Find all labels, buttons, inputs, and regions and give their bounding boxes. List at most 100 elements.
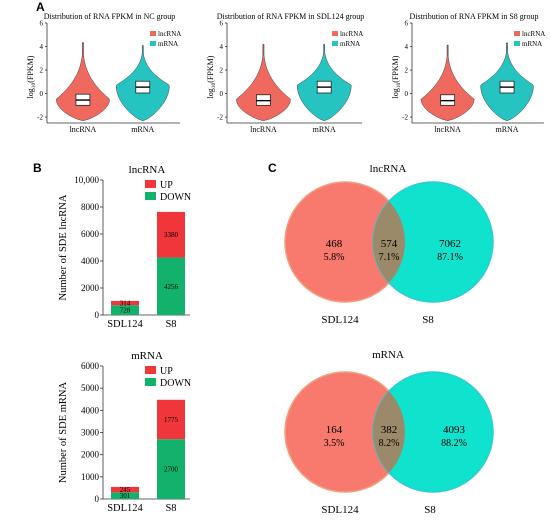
legend-label-down: DOWN [160,192,191,203]
x-tick-label: lncRNA [70,125,97,134]
legend-label: lncRNA [522,30,545,38]
legend-swatch [514,31,520,36]
violin-chart-nc: Distribution of RNA FPKM in NC group -2 0 2… [26,12,181,134]
violin-title: Distribution of RNA FPKM in S8 group [410,12,539,21]
y-tick-label: -2 [37,114,43,122]
x-tick-label: lncRNA [434,125,461,134]
bar-data-label: 245 [120,486,131,494]
y-axis-label: Number of SDE mRNA [58,381,69,483]
y-axis-label: log10(FPKM) [391,55,402,98]
violin-chart-sdl124: Distribution of RNA FPKM in SDL124 group… [206,12,364,134]
bar-chart-title: lncRNA [129,164,166,176]
y-tick-label: 3000 [81,428,100,438]
bar-segment-up [111,486,139,493]
y-tick-label: 4000 [81,405,100,415]
bar-data-label: 314 [120,300,131,308]
y-tick-label: 0 [95,310,100,320]
bar-data-label: 2700 [164,466,179,474]
venn-lncrna: lncRNA 468 5.8% 574 7.1% 7062 87.1% SDL1… [284,163,494,326]
violin-title: Distribution of RNA FPKM in NC group [44,12,176,21]
venn-region-percent: 3.5% [324,438,345,449]
y-axis-label: log10(FPKM) [206,55,217,98]
y-tick-label: 6 [405,20,409,28]
venn-region-percent: 7.1% [379,252,400,263]
panel-label-b: B [33,161,42,175]
y-axis-label: Number of SDE lncRNA [58,194,69,300]
venn-set-label: S8 [422,314,434,326]
legend-swatch-up [145,366,156,374]
legend-swatch [150,41,156,46]
y-tick-label: 1000 [81,472,100,482]
bar-data-label: 3380 [164,231,179,239]
legend-label: lncRNA [158,30,181,38]
legend-swatch [332,31,338,36]
venn-set-label: S8 [424,504,436,516]
legend-swatch-down [145,192,156,200]
bar-segment-down [157,439,185,499]
legend-swatch-down [145,378,156,386]
panel-label-c: C [268,161,277,175]
venn-set-label: SDL124 [321,504,359,516]
y-tick-label: 2 [40,67,44,75]
x-tick-label: SDL124 [107,503,143,514]
venn-title: mRNA [372,349,404,361]
x-tick-label: S8 [165,503,176,514]
bar-data-label: 4256 [164,283,179,291]
venn-set-label: SDL124 [321,314,359,326]
legend-label: mRNA [158,40,178,48]
y-tick-label: 10,000 [74,175,99,185]
y-tick-label: 4 [405,43,409,51]
legend-label: mRNA [340,40,360,48]
y-tick-label: 4 [40,43,44,51]
x-tick-label: lncRNA [250,125,277,134]
venn-region-percent: 88.2% [441,438,467,449]
y-tick-label: 8000 [81,202,100,212]
venn-region-count: 164 [326,424,343,436]
y-tick-label: -2 [217,114,223,122]
y-tick-label: 0 [95,494,100,504]
bar-segment-down [157,257,185,315]
y-tick-label: 5000 [81,383,100,393]
y-tick-label: 4000 [81,256,100,266]
y-tick-label: 0 [405,90,409,98]
y-tick-label: 6 [40,20,44,28]
x-tick-label: mRNA [131,125,154,134]
bar-chart-lncrna: lncRNA 0 2000 4000 6000 8000 10,000 Number of S… [58,164,191,330]
bar-segment-up [157,211,185,258]
x-tick-label: mRNA [495,125,518,134]
venn-region-percent: 5.8% [324,252,345,263]
legend-label: lncRNA [340,30,363,38]
venn-region-count: 4093 [443,424,466,436]
bar-chart-mrna: mRNA 0 1000 2000 3000 4000 5000 6000 Number of S… [58,350,191,514]
bar-data-label: 301 [120,492,131,500]
legend-swatch-up [145,180,156,188]
venn-region-percent: 8.2% [379,438,400,449]
bar-segment-up [157,399,185,440]
legend-label: mRNA [522,40,542,48]
bar-segment-down [111,492,139,499]
violin-lncrna [56,42,110,121]
venn-region-percent: 87.1% [437,252,463,263]
venn-region-count: 7062 [439,238,461,250]
bar-chart-title: mRNA [131,350,163,362]
venn-title: lncRNA [370,163,407,175]
y-tick-label: 0 [220,90,224,98]
violin-lncrna [236,43,291,121]
venn-mrna: mRNA 164 3.5% 382 8.2% 4093 88.2% SDL124… [284,349,494,516]
bar-data-label: 1775 [164,416,179,424]
y-tick-label: 2 [220,67,224,75]
y-tick-label: 6000 [81,361,100,371]
violin-lncrna [420,45,475,121]
bar-data-label: 728 [120,307,131,315]
legend-swatch [514,41,520,46]
y-tick-label: 2000 [81,283,100,293]
panel-label-a: A [36,0,45,14]
x-tick-label: mRNA [313,125,336,134]
x-tick-label: SDL124 [107,319,143,330]
y-tick-label: 6 [220,20,224,28]
venn-region-count: 574 [381,238,398,250]
y-tick-label: 2 [405,67,409,75]
x-tick-label: S8 [165,319,176,330]
legend-label-up: UP [160,180,173,191]
